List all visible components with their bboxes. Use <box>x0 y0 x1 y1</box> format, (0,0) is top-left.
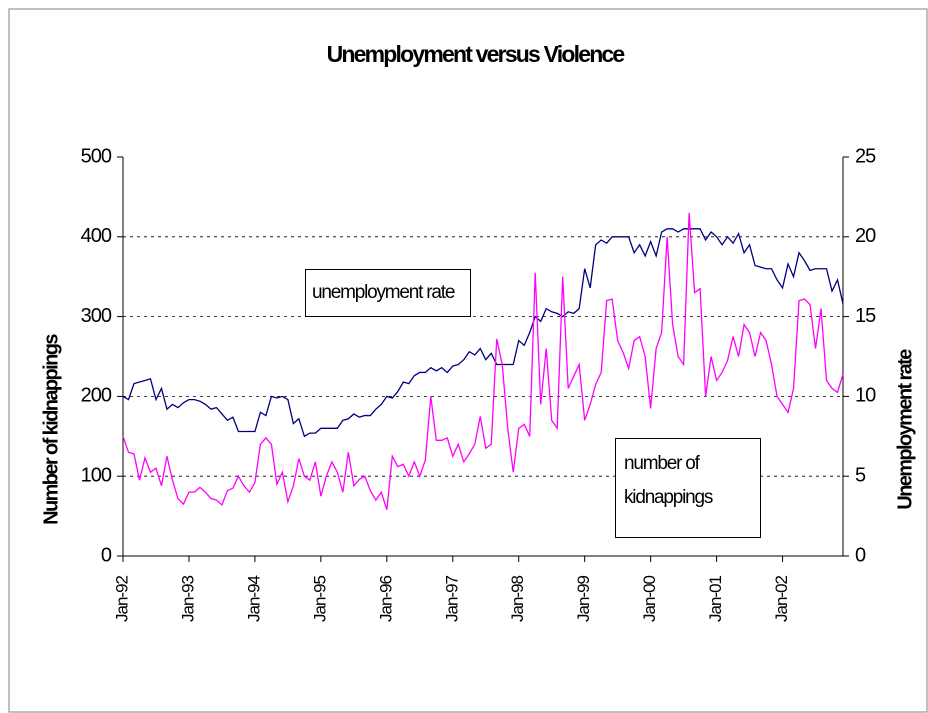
y-tick-label: 300 <box>81 305 112 327</box>
x-tick-label: Jan-02 <box>772 575 791 622</box>
data-line <box>122 228 844 438</box>
x-tick-label: Jan-92 <box>112 575 131 622</box>
x-tick-label: Jan-01 <box>706 575 725 622</box>
y2-axis-label: Unemployment rate <box>894 349 916 510</box>
x-tick-label: Jan-99 <box>574 575 593 622</box>
y2-tick-label: 20 <box>855 225 876 247</box>
y2-tick-label: 25 <box>855 145 876 167</box>
y-axis-label: Number of kidnappings <box>40 334 62 525</box>
y-tick-label: 100 <box>81 464 112 486</box>
chart-title: Unemployment versus Violence <box>327 41 625 67</box>
y2-tick-label: 0 <box>855 544 866 566</box>
y2-tick-label: 15 <box>855 305 876 327</box>
y-tick-label: 400 <box>81 225 112 247</box>
y-tick-label: 200 <box>81 385 112 407</box>
x-tick-label: Jan-00 <box>640 575 659 622</box>
x-tick-label: Jan-93 <box>178 575 197 622</box>
y2-tick-label: 5 <box>855 464 866 486</box>
x-tick-label: Jan-96 <box>376 575 395 622</box>
chart-frame <box>8 8 928 713</box>
annotation: number of kidnappings <box>615 438 761 538</box>
x-tick-label: Jan-95 <box>310 575 329 622</box>
x-tick-label: Jan-97 <box>442 575 461 622</box>
y-tick-label: 500 <box>81 145 112 167</box>
x-tick-label: Jan-98 <box>508 575 527 622</box>
x-tick-label: Jan-94 <box>244 575 263 622</box>
annotation: unemployment rate <box>305 269 471 317</box>
y2-tick-label: 10 <box>855 385 876 407</box>
y-tick-label: 0 <box>101 544 112 566</box>
data-line <box>122 212 844 510</box>
